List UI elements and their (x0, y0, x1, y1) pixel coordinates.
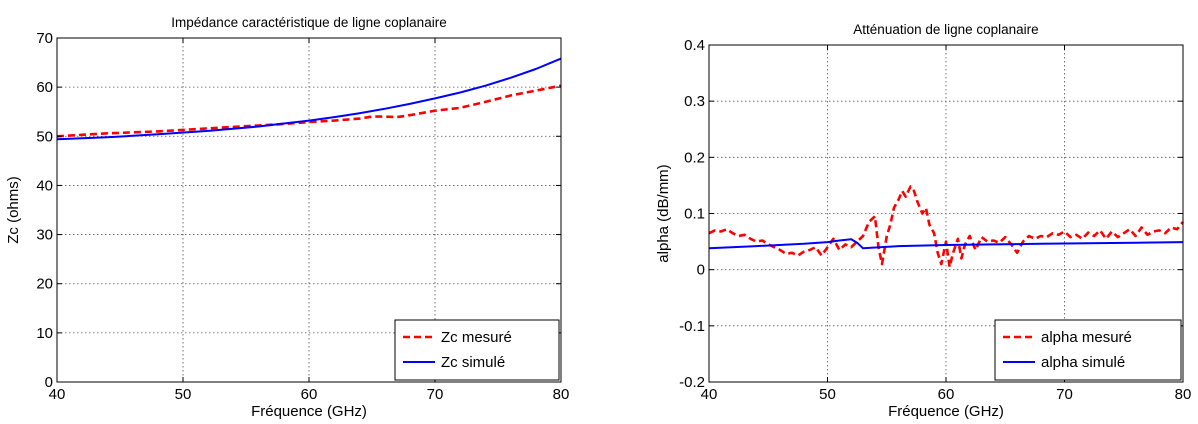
y-tick-label: 70 (36, 30, 53, 47)
y-tick-label: 50 (36, 128, 53, 145)
legend: Zc mesuré Zc simulé (394, 319, 560, 381)
y-axis-label: alpha (dB/mm) (655, 164, 672, 262)
legend: alpha mesuré alpha simulé (994, 319, 1182, 381)
x-axis-label: Fréquence (GHz) (251, 403, 367, 420)
y-tick-label: -0.2 (679, 374, 705, 391)
y-tick-label: 0.3 (684, 93, 705, 110)
y-tick-label: 0.2 (684, 149, 705, 166)
chart-1: 40 50 60 70 80 0 10 20 30 40 50 60 70 Impédance carac… (5, 15, 569, 420)
x-tick-label: 50 (175, 386, 192, 403)
series-line-2 (708, 238, 1184, 250)
y-tick-label: 10 (36, 325, 53, 342)
chart-title: Impédance caractéristique de ligne copla… (171, 15, 446, 30)
y-tick-label: 0.4 (684, 37, 705, 54)
x-tick-label: 40 (701, 386, 718, 403)
legend-label: alpha mesuré (1041, 329, 1132, 346)
x-tick-label: 60 (301, 386, 318, 403)
x-tick-label: 70 (1056, 386, 1073, 403)
series-line-2 (56, 57, 562, 141)
legend-box (394, 319, 560, 381)
chart-title: Atténuation de ligne coplanaire (853, 22, 1038, 37)
x-tick-label: 40 (49, 386, 66, 403)
legend-label: Zc mesuré (441, 329, 512, 346)
y-axis-label: Zc (ohms) (5, 176, 22, 244)
series-line-1 (56, 84, 562, 138)
y-tick-label: 30 (36, 227, 53, 244)
y-tick-label: 0 (697, 262, 705, 279)
y-tick-label: 20 (36, 276, 53, 293)
x-tick-label: 80 (553, 386, 570, 403)
y-tick-label: -0.1 (679, 318, 705, 335)
y-tick-label: 60 (36, 79, 53, 96)
x-axis-label: Fréquence (GHz) (888, 403, 1004, 420)
y-tick-label: 0.1 (684, 206, 705, 223)
legend-box (994, 319, 1182, 381)
x-tick-label: 50 (819, 386, 836, 403)
series-line-1 (708, 185, 1185, 269)
x-tick-label: 60 (938, 386, 955, 403)
x-tick-label: 80 (1175, 386, 1192, 403)
y-tick-label: 40 (36, 177, 53, 194)
x-tick-label: 70 (427, 386, 444, 403)
legend-label: Zc simulé (441, 354, 505, 371)
legend-label: alpha simulé (1041, 354, 1125, 371)
chart-2: 40 50 60 70 80 -0.2 -0.1 0 0.1 0.2 0.3 0.4 Atténuati… (655, 22, 1191, 420)
y-tick-label: 0 (45, 374, 53, 391)
